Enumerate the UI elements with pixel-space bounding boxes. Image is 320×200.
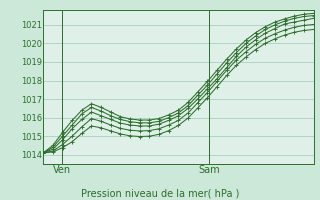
Text: Pression niveau de la mer( hPa ): Pression niveau de la mer( hPa )	[81, 188, 239, 198]
